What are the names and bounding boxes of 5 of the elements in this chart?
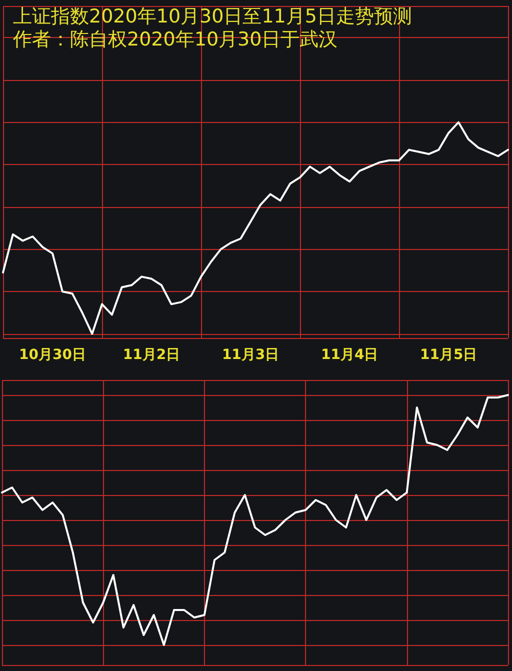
x-tick-label: 11月3日 — [222, 347, 280, 363]
x-tick-label: 11月2日 — [122, 347, 180, 363]
x-tick-label: 11月4日 — [320, 347, 378, 363]
x-tick-label: 11月5日 — [420, 347, 478, 363]
x-tick-label: 10月30日 — [19, 347, 86, 363]
